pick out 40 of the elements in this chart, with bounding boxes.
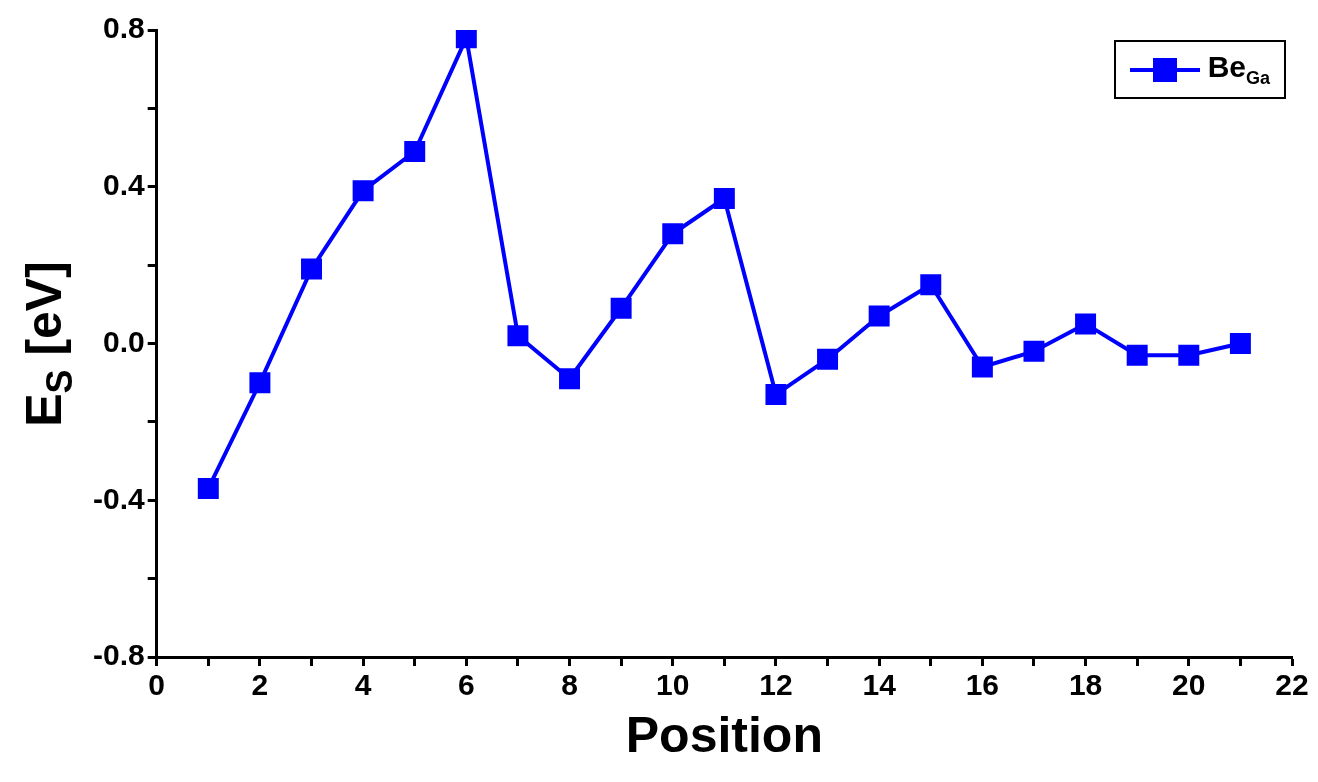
point [713,188,735,209]
point [817,348,839,370]
point [301,258,322,280]
point [662,223,684,245]
point [404,141,426,162]
x-tick-label: 10 [656,668,690,702]
point [1023,340,1045,362]
x-tick-label: 0 [148,668,166,702]
y-tick-label: -0.4 [92,481,145,515]
point [352,180,374,202]
x-tick-label: 12 [759,668,793,702]
point [507,325,529,347]
y-tick-label: 0.8 [102,11,145,45]
x-tick-label: 20 [1172,668,1206,702]
point [868,305,890,327]
x-tick-label: 8 [561,668,578,702]
point [971,356,993,378]
point [1229,333,1251,354]
point [1075,313,1097,335]
point [249,372,271,394]
x-tick-label: 14 [862,668,897,702]
point [559,368,581,390]
x-axis-title: Position [625,706,823,763]
point [765,383,787,405]
x-tick-label: 16 [965,668,1000,702]
x-tick-label: 2 [251,668,269,702]
point [455,30,477,49]
legend-label: Be$_{Ga}$ [1207,50,1270,89]
point [920,274,942,296]
x-tick-label: 22 [1275,668,1309,702]
y-tick-label: 0.4 [102,168,145,202]
y-tick-label: 0.0 [102,324,145,358]
point [610,297,632,319]
x-tick-label: 4 [354,668,372,702]
point [1126,344,1148,366]
point [1178,344,1200,366]
y-tick-label: -0.8 [92,638,145,672]
point [197,478,219,499]
x-tick-label: 18 [1068,668,1103,702]
x-tick-label: 6 [457,668,475,702]
